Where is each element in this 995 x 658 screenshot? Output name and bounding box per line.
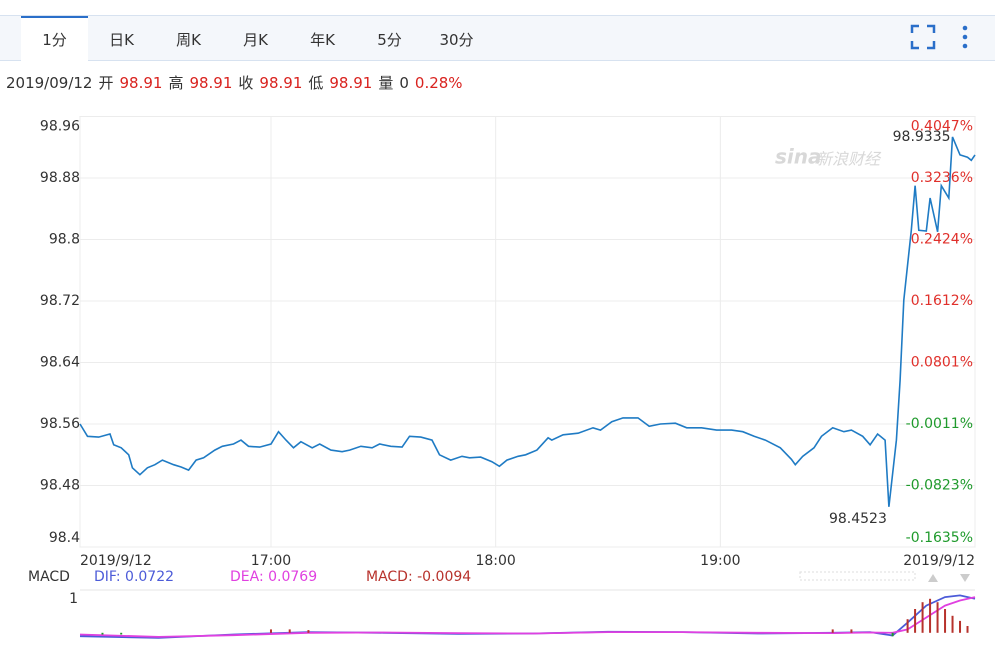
macd-bar — [959, 620, 962, 633]
y2-tick-label: 0.0801% — [911, 354, 973, 370]
scroll-bar[interactable] — [799, 571, 916, 581]
tab[interactable]: 周K — [176, 31, 201, 49]
macd-bar — [929, 598, 932, 633]
y-tick-label: 98.64 — [40, 355, 80, 371]
low-label: 98.4523 — [829, 511, 887, 527]
macd-bar — [120, 632, 123, 635]
macd-bar — [891, 632, 894, 637]
quote-value: 0 — [399, 74, 409, 92]
x-tick-label: 19:00 — [700, 553, 740, 569]
macd-bar — [914, 609, 917, 633]
y-tick-label: 98.88 — [40, 170, 80, 186]
price-line — [79, 136, 976, 507]
x-tick-label: 2019/9/12 — [903, 553, 975, 569]
legend-entry: MACD: -0.0094 — [366, 569, 471, 585]
quote-label: 低 — [308, 74, 324, 92]
quote-label: 量 — [378, 74, 394, 92]
macd-bar — [101, 632, 104, 635]
macd-title: MACD — [28, 569, 70, 585]
quote-label: 高 — [168, 74, 184, 92]
quote-value: 98.91 — [329, 74, 373, 92]
high-label: 98.9335 — [893, 129, 951, 145]
quote-value: 98.91 — [259, 74, 303, 92]
tab[interactable]: 1分 — [21, 16, 88, 61]
fullscreen-icon[interactable] — [910, 24, 936, 50]
y-tick-label: 98.4 — [49, 530, 80, 546]
quote-label: 开 — [98, 74, 114, 92]
y2-tick-label: 0.3236% — [911, 170, 973, 186]
macd-bar — [831, 629, 834, 633]
x-tick-label: 2019/9/12 — [80, 553, 152, 569]
y-tick-label: 98.56 — [40, 416, 80, 432]
price-line — [79, 596, 976, 638]
tab-bar: 1分 日K 周K 月K 年K 5分 30分 — [0, 15, 995, 61]
y2-tick-label: -0.0011% — [906, 416, 973, 432]
scroll-up[interactable] — [928, 574, 938, 582]
macd-bar — [288, 629, 291, 633]
macd-bar — [966, 626, 969, 633]
y2-tick-label: 0.2424% — [911, 231, 973, 247]
x-tick-label: 18:00 — [475, 553, 515, 569]
macd-bar — [906, 619, 909, 633]
macd-bar — [269, 629, 272, 633]
menu-icon[interactable] — [958, 24, 972, 50]
y-tick-label: 1 — [69, 591, 78, 607]
quote-change: 0.28% — [414, 74, 463, 92]
macd-bar — [951, 615, 954, 633]
quote-value: 98.91 — [189, 74, 233, 92]
tab[interactable]: 5分 — [377, 31, 402, 49]
quote-date: 2019/09/12 — [6, 74, 93, 92]
quote-value: 98.91 — [119, 74, 163, 92]
plot-frame — [79, 116, 976, 548]
y-tick-label: 98.96 — [40, 119, 80, 135]
tab[interactable]: 30分 — [439, 31, 474, 49]
y2-tick-label: -0.1635% — [906, 530, 973, 546]
x-tick-label: 17:00 — [251, 553, 291, 569]
y2-tick-label: 0.1612% — [911, 293, 973, 309]
tab[interactable]: 年K — [310, 31, 335, 49]
quote-line: 2019/09/12 开 98.91 高 98.91 收 98.91 低 98.91 量 0 0.28… — [6, 72, 469, 93]
y2-tick-label: -0.0823% — [906, 477, 973, 493]
macd-bar — [850, 629, 853, 633]
scroll-down[interactable] — [960, 574, 970, 582]
macd-bar — [307, 630, 310, 633]
y2-tick-label: 0.4047% — [911, 119, 973, 135]
quote-label: 收 — [238, 74, 254, 92]
y-tick-label: 98.8 — [49, 232, 80, 248]
y-tick-label: 98.72 — [40, 293, 80, 309]
y-tick-label: 98.48 — [40, 478, 80, 494]
legend-entry: DIF: 0.0722 — [94, 569, 174, 585]
tab[interactable]: 日K — [109, 31, 134, 49]
watermark-text: 新浪财经 — [816, 150, 882, 169]
watermark-logo: sina — [775, 145, 822, 169]
price-line — [79, 594, 976, 639]
legend-entry: DEA: 0.0769 — [230, 569, 317, 585]
macd-bar — [921, 602, 924, 633]
macd-bar — [944, 609, 947, 633]
macd-bar — [936, 602, 939, 633]
tab[interactable]: 月K — [243, 31, 268, 49]
